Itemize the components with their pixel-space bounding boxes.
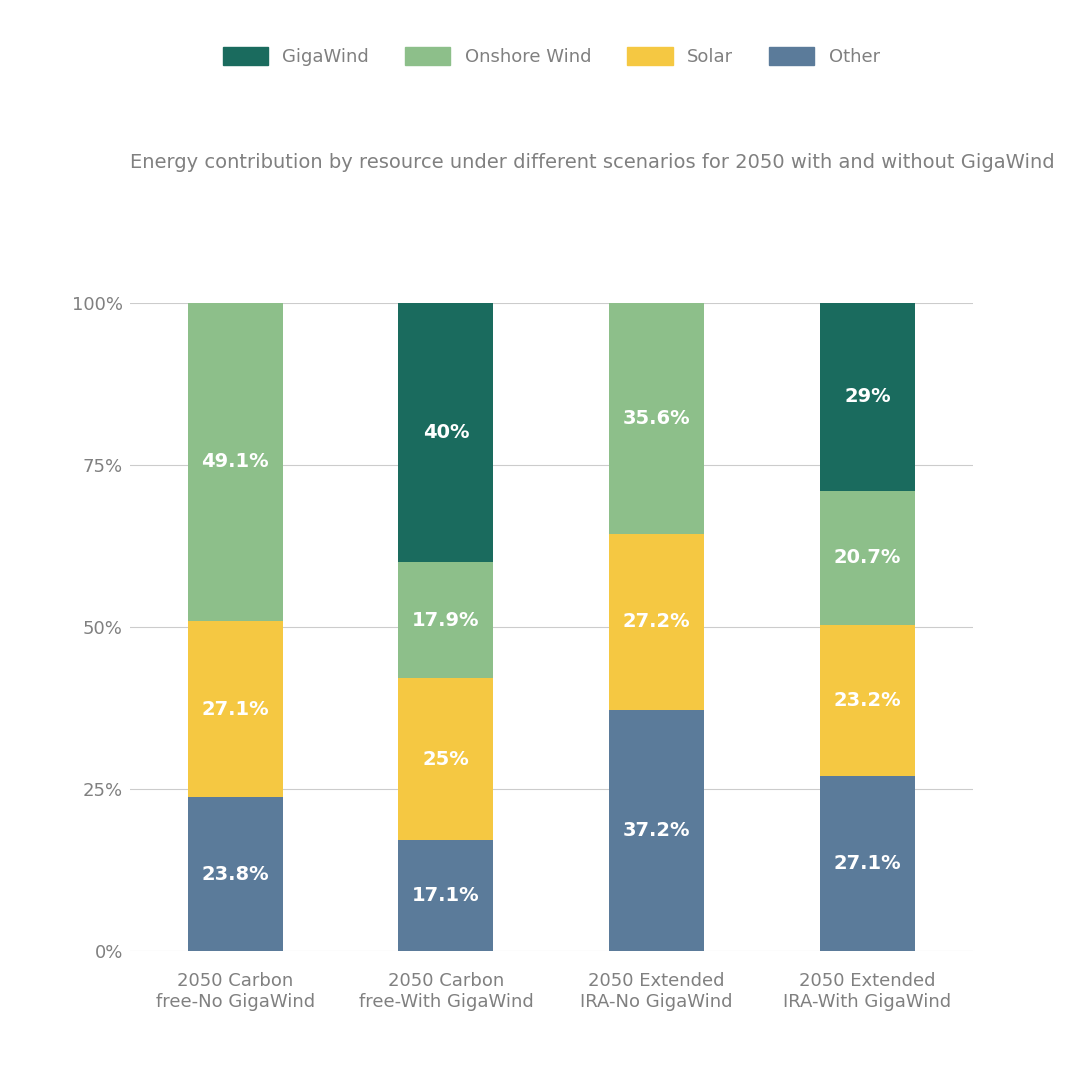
- Text: 35.6%: 35.6%: [623, 409, 691, 428]
- Text: 37.2%: 37.2%: [623, 822, 691, 840]
- Text: 49.1%: 49.1%: [201, 453, 269, 471]
- Text: 40%: 40%: [423, 423, 469, 442]
- Text: 27.1%: 27.1%: [201, 699, 269, 719]
- Bar: [820, 491, 915, 625]
- Legend: GigaWind, Onshore Wind, Solar, Other: GigaWind, Onshore Wind, Solar, Other: [215, 39, 888, 74]
- Bar: [610, 710, 704, 951]
- Bar: [610, 303, 704, 534]
- Text: 23.2%: 23.2%: [833, 691, 902, 710]
- Bar: [820, 303, 915, 491]
- Bar: [820, 625, 915, 775]
- Bar: [610, 534, 704, 710]
- Bar: [188, 797, 282, 951]
- Bar: [188, 303, 282, 622]
- Bar: [820, 775, 915, 951]
- Bar: [399, 303, 493, 562]
- Text: 17.1%: 17.1%: [412, 886, 480, 905]
- Text: 20.7%: 20.7%: [833, 548, 902, 568]
- Text: 17.9%: 17.9%: [412, 611, 480, 629]
- Text: 23.8%: 23.8%: [201, 865, 269, 883]
- Text: 29%: 29%: [844, 387, 891, 406]
- Text: 25%: 25%: [423, 750, 469, 769]
- Bar: [399, 678, 493, 840]
- Bar: [399, 840, 493, 951]
- Bar: [399, 562, 493, 678]
- Text: 27.1%: 27.1%: [833, 854, 902, 872]
- Bar: [188, 622, 282, 797]
- Text: Energy contribution by resource under different scenarios for 2050 with and with: Energy contribution by resource under di…: [130, 152, 1054, 172]
- Text: 27.2%: 27.2%: [623, 612, 691, 631]
